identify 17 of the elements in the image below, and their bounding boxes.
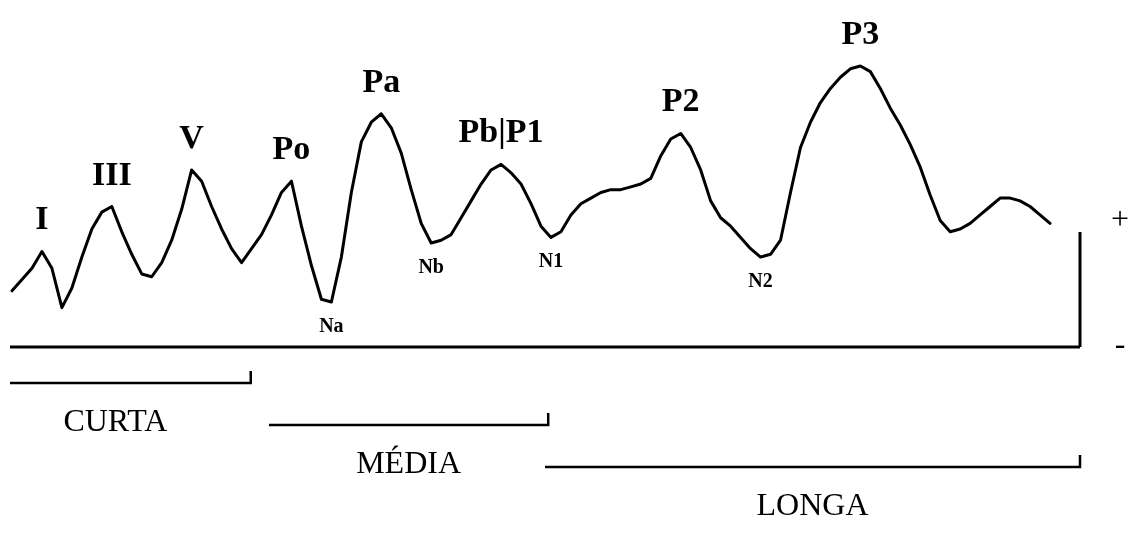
annotation: III xyxy=(91,154,132,192)
annotation: Nb xyxy=(418,255,444,278)
annotation: Pb|P1 xyxy=(458,112,544,150)
text: CURTA xyxy=(63,402,168,438)
annotation: P2 xyxy=(661,81,700,119)
text: MÉDIA xyxy=(356,444,462,480)
annotation: Na xyxy=(319,314,344,337)
annotation: P3 xyxy=(841,14,880,51)
annotation: Pa xyxy=(362,61,401,99)
annotation: V xyxy=(179,117,205,155)
annotation: N2 xyxy=(748,269,773,292)
annotation: Po xyxy=(272,129,311,167)
text: - xyxy=(1114,325,1126,361)
text: LONGA xyxy=(756,486,869,522)
annotation: I xyxy=(35,199,49,237)
text: + xyxy=(1110,200,1130,236)
annotation: N1 xyxy=(538,249,564,272)
